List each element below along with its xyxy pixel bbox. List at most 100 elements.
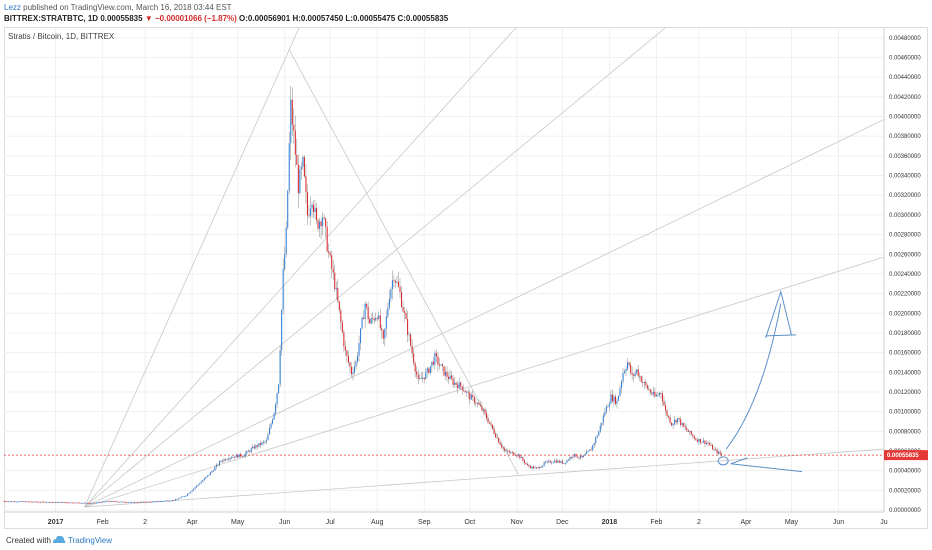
- candle-body: [220, 461, 222, 462]
- candle-body: [690, 431, 692, 435]
- candle-body: [704, 440, 706, 445]
- candle-body: [177, 498, 180, 500]
- candle-body: [141, 501, 143, 503]
- candle-body: [114, 501, 116, 503]
- candle-body: [382, 330, 384, 339]
- candle-body: [174, 499, 176, 501]
- candle-body: [235, 454, 237, 458]
- candle-body: [20, 501, 22, 503]
- candle-body: [586, 451, 588, 455]
- candle-body: [11, 501, 13, 503]
- candle-body: [438, 364, 440, 366]
- candle-body: [669, 417, 671, 423]
- candle-body: [335, 288, 337, 290]
- candle-body: [567, 459, 569, 461]
- candle-body: [561, 460, 563, 464]
- candle-body: [111, 501, 113, 502]
- candle-body: [661, 393, 664, 402]
- chart-frame[interactable]: [4, 27, 928, 529]
- candle-body: [77, 502, 79, 504]
- candle-body: [581, 455, 583, 458]
- candle-body: [707, 442, 709, 444]
- candle-body: [360, 328, 362, 344]
- candle-body: [296, 154, 298, 165]
- candle-body: [353, 366, 356, 373]
- candle-body: [123, 501, 125, 503]
- candle-body: [617, 395, 620, 401]
- candle-body: [411, 345, 413, 354]
- y-tick-label: 0.00360000: [889, 154, 921, 160]
- candle-body: [218, 461, 220, 466]
- candle-body: [199, 483, 201, 485]
- author-link[interactable]: Lezz: [4, 3, 21, 12]
- candle-body: [517, 454, 519, 456]
- candle-body: [55, 501, 57, 503]
- fan-line[interactable]: [84, 448, 884, 508]
- candle-body: [479, 404, 481, 407]
- candle-body: [422, 377, 424, 379]
- candle-body: [45, 502, 48, 503]
- candle-body: [164, 500, 166, 502]
- candle-body: [578, 457, 580, 459]
- candle-body: [240, 453, 242, 457]
- y-tick-label: 0.00280000: [889, 233, 921, 239]
- fan-drawing[interactable]: [84, 0, 932, 508]
- candle-body: [587, 450, 589, 452]
- candle-body: [664, 405, 667, 411]
- candle-body: [197, 484, 199, 486]
- candle-body: [133, 501, 136, 503]
- candle-body: [683, 423, 685, 427]
- candle-body: [282, 269, 284, 310]
- candle-body: [575, 453, 577, 457]
- candle-body: [620, 381, 623, 388]
- candle-body: [165, 500, 167, 502]
- candle-body: [126, 502, 128, 503]
- candle-body: [215, 464, 217, 468]
- price-change: −0.00001066 (−1.87%): [154, 14, 237, 23]
- candle-body: [678, 418, 680, 420]
- price-tag: [884, 450, 928, 461]
- y-tick-label: 0.00000000: [889, 508, 921, 514]
- candle-body: [557, 460, 559, 463]
- candle-body: [82, 502, 84, 504]
- fan-line[interactable]: [84, 0, 371, 508]
- candle-body: [188, 493, 190, 494]
- candle-body: [91, 503, 93, 504]
- x-tick-label: Jun: [833, 519, 844, 526]
- fan-line[interactable]: [84, 44, 932, 508]
- candle-body: [209, 472, 211, 476]
- fan-line[interactable]: [84, 0, 932, 508]
- tradingview-brand[interactable]: TradingView: [68, 536, 113, 545]
- candle-body: [592, 445, 594, 451]
- candle-body: [478, 402, 480, 405]
- candle-body: [522, 457, 524, 461]
- candle-body: [194, 487, 196, 489]
- candle-body: [68, 502, 70, 504]
- y-tick-label: 0.00040000: [889, 469, 921, 475]
- candle-body: [341, 322, 343, 333]
- candle-body: [185, 495, 187, 497]
- fan-line[interactable]: [84, 147, 932, 508]
- candle-body: [208, 475, 210, 476]
- fan-line[interactable]: [84, 0, 758, 508]
- candle-body: [322, 217, 324, 227]
- candle-body: [488, 422, 491, 424]
- candle-body: [229, 457, 231, 460]
- candle-body: [320, 221, 322, 227]
- candle-body: [243, 456, 245, 458]
- candle-body: [92, 502, 95, 504]
- candle-body: [513, 452, 515, 456]
- candle-body: [651, 392, 653, 395]
- candle-body: [493, 428, 495, 434]
- candle-body: [273, 413, 275, 420]
- candle-body: [170, 500, 172, 502]
- fan-line[interactable]: [288, 49, 519, 475]
- candle-body: [224, 459, 227, 461]
- candle-body: [429, 366, 431, 373]
- candle-body: [434, 353, 436, 365]
- candle-body: [73, 502, 75, 504]
- candle-body: [416, 371, 418, 375]
- candle-body: [206, 475, 208, 477]
- candle-body: [105, 501, 107, 503]
